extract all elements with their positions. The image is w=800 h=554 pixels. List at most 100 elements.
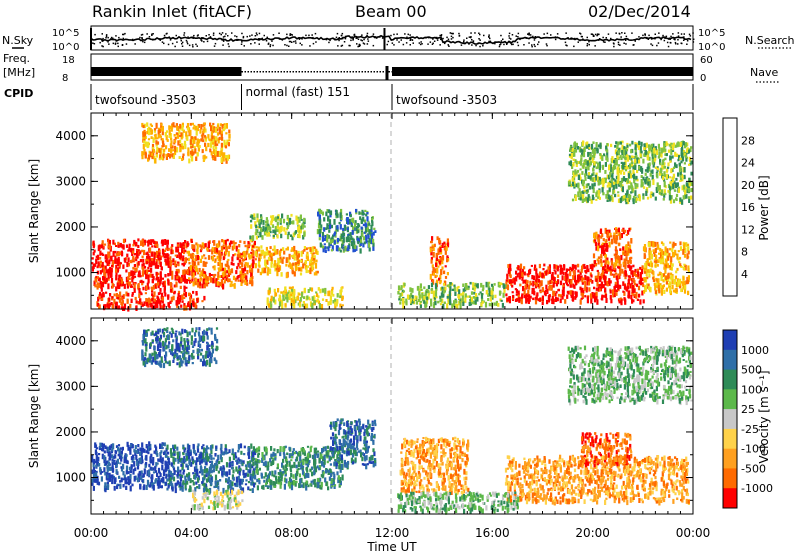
echo-cell [677,250,680,253]
echo-cell [424,293,427,299]
nsearch-dot [533,43,535,46]
echo-cell [577,275,580,279]
echo-cell [106,303,109,308]
echo-cell [347,219,350,225]
echo-cell [624,166,627,169]
echo-cell [640,184,643,188]
echo-cell [624,264,627,270]
echo-cell [321,235,324,242]
echo-cell [122,471,125,476]
echo-cell [231,256,234,262]
echo-cell [596,233,599,240]
echo-cell [684,186,687,189]
nsearch-dot [450,38,453,40]
echo-cell [626,190,629,196]
echo-cell [297,253,300,258]
echo-cell [608,195,611,202]
echo-cell [641,265,644,270]
echo-cell [521,278,524,281]
echo-cell [168,129,171,136]
echo-cell [199,249,203,253]
echo-cell [614,253,617,259]
echo-cell [165,155,168,160]
echo-cell [94,284,97,288]
echo-cell [607,268,610,272]
echo-cell [601,155,604,161]
echo-cell [435,255,439,261]
echo-cell [177,244,180,247]
echo-cell [164,132,167,137]
echo-cell [179,242,182,248]
echo-cell [313,260,316,264]
echo-cell [225,142,228,145]
echo-cell [667,166,670,169]
echo-cell [298,235,301,239]
echo-cell [468,301,471,306]
echo-cell [607,235,611,241]
nsearch-dot [393,33,395,36]
echo-cell [687,290,690,296]
echo-cell [276,234,279,239]
echo-cell [530,264,533,267]
nsearch-dot [307,36,310,39]
echo-cell [269,226,272,233]
echo-cell [198,145,201,148]
echo-cell [548,264,551,269]
echo-cell [636,298,639,301]
echo-cell [472,301,475,305]
echo-cell [167,280,170,286]
echo-cell [152,258,156,264]
echo-cell [586,197,589,203]
nsearch-dot [257,38,260,40]
echo-cell [589,279,592,283]
echo-cell [176,296,180,301]
echo-cell [284,231,287,235]
echo-cell [338,221,341,225]
echo-cell [352,247,355,253]
echo-cell [251,281,254,285]
nsearch-dot [114,43,117,45]
echo-cell [434,300,437,306]
echo-cell [182,129,185,133]
echo-cell [154,298,157,304]
echo-cell [326,223,329,229]
echo-cell [207,138,211,141]
nsearch-dot [644,33,646,36]
echo-cell [583,146,586,152]
nsearch-dot [114,42,117,44]
echo-cell [218,282,222,287]
echo-cell [592,253,596,259]
echo-cell [370,239,373,245]
echo-cell [287,293,290,300]
echo-cell [221,245,224,251]
echo-cell [615,237,618,241]
echo-cell [541,286,544,290]
echo-cell [462,283,465,287]
echo-cell [258,248,261,252]
echo-cell [257,260,261,265]
echo-cell [241,275,244,280]
echo-cell [671,248,674,252]
echo-cell [153,130,156,133]
nsearch-dot [231,32,233,34]
echo-cell [185,243,188,249]
echo-cell [567,278,570,283]
echo-cell [434,290,438,294]
echo-cell [502,292,505,298]
nsearch-dot [674,41,677,44]
nsearch-dot [508,35,510,37]
freq-dot [376,71,378,73]
echo-cell [639,279,643,286]
echo-cell [400,285,403,289]
echo-cell [120,250,123,254]
echo-cell [118,294,121,300]
echo-cell [260,214,263,219]
echo-cell [191,149,194,152]
nsearch-dot [151,33,153,35]
echo-cell [648,247,651,251]
echo-cell [526,273,529,276]
echo-cell [127,257,130,263]
echo-cell [597,245,600,252]
echo-cell [200,124,203,130]
echo-cell [550,298,553,301]
